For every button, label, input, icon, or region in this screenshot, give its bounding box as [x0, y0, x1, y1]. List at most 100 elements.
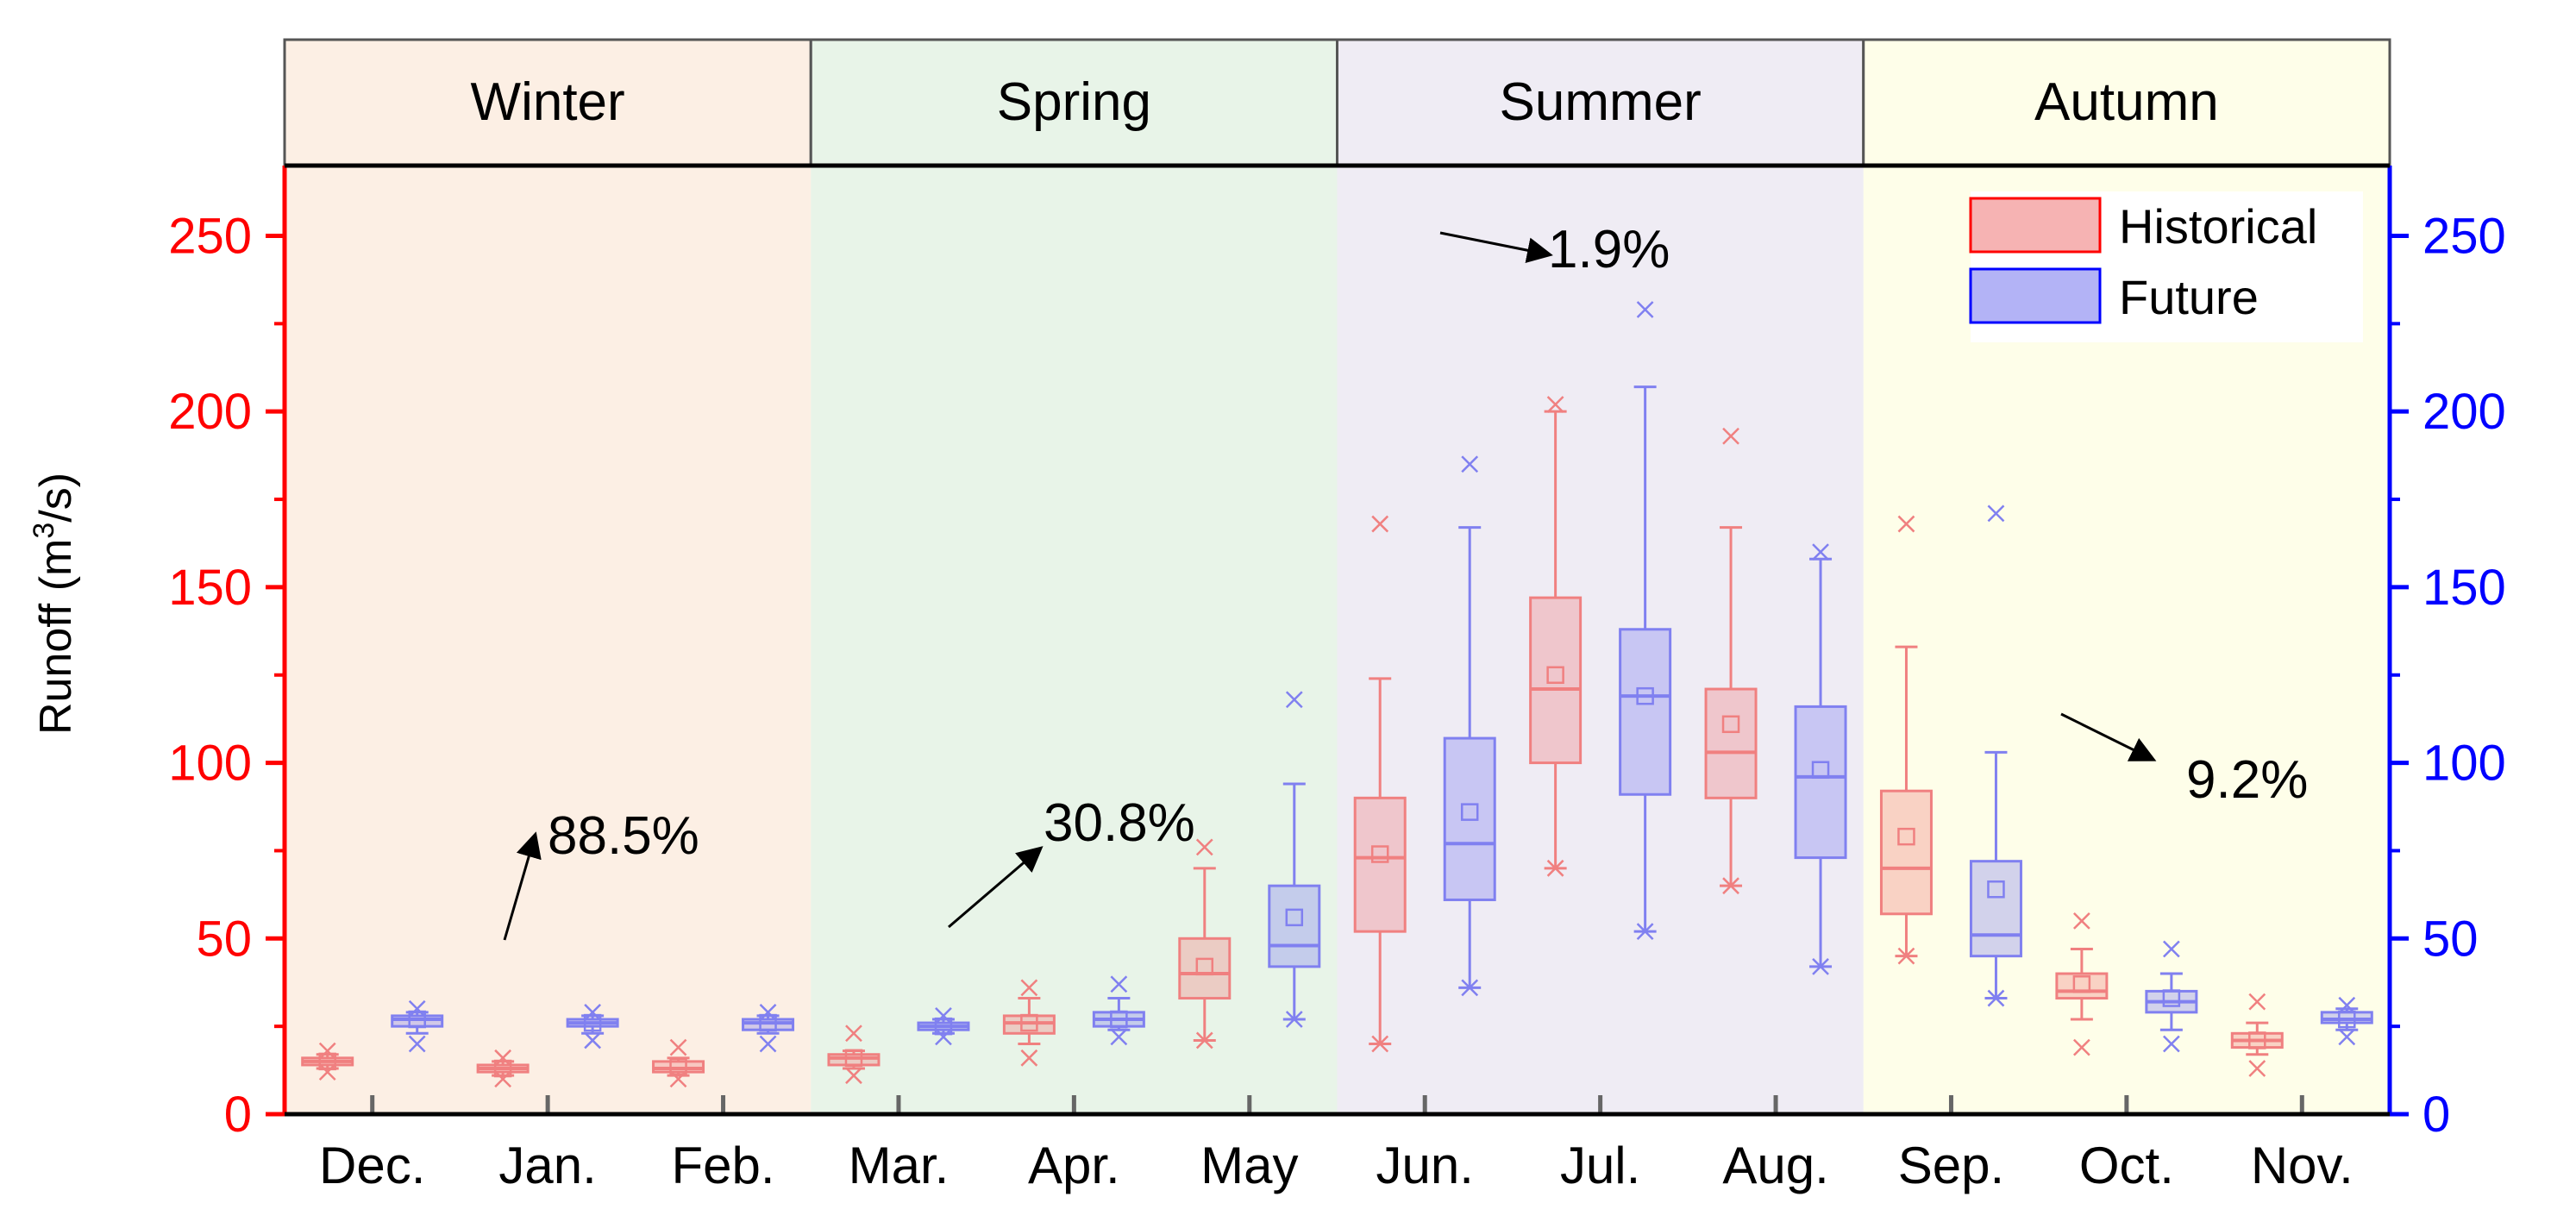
- outlier-marker: [1020, 979, 1038, 997]
- x-tick-label: Sep.: [1898, 1137, 2004, 1194]
- outlier-marker: [935, 1007, 952, 1024]
- y-tick-label-right: 0: [2422, 1087, 2450, 1143]
- mean-marker: [2248, 1031, 2266, 1049]
- outlier-marker: [935, 1028, 952, 1046]
- future-box-mar: [917, 1007, 970, 1046]
- mean-marker: [1020, 1013, 1038, 1032]
- box-plots: [301, 301, 2373, 1088]
- x-tick-label: Oct.: [2079, 1137, 2174, 1194]
- future-box-sep: [1969, 504, 2022, 1007]
- box-body: [1353, 796, 1407, 933]
- outlier-marker: [1987, 504, 2005, 523]
- box-body: [742, 1018, 795, 1031]
- outlier-marker: [1461, 455, 1479, 473]
- y-tick-label-left: 200: [168, 384, 252, 440]
- future-box-jun: [1443, 455, 1496, 997]
- season-label-winter: Winter: [471, 72, 625, 132]
- legend-label-historical: Historical: [2119, 199, 2317, 254]
- trend-arrow-autumn: [2060, 712, 2157, 761]
- future-box-feb: [742, 1003, 795, 1053]
- season-bg-summer: [1337, 166, 1864, 1114]
- outlier-marker: [1812, 543, 1829, 561]
- historical-box-mar: [827, 1024, 881, 1085]
- season-bg-spring: [811, 166, 1338, 1114]
- outlier-marker: [1020, 1049, 1038, 1067]
- box-body: [1529, 596, 1583, 765]
- outlier-marker: [1897, 515, 1915, 533]
- outlier-marker: [1636, 923, 1654, 941]
- historical-box-jul: [1529, 396, 1583, 877]
- x-tick-label: Nov.: [2251, 1137, 2353, 1194]
- trend-label-winter: 88.5%: [548, 806, 699, 866]
- trend-arrow-spring: [948, 846, 1044, 929]
- outlier-marker: [1812, 958, 1829, 975]
- mean-marker: [844, 1049, 863, 1068]
- outlier-marker: [318, 1042, 336, 1060]
- outlier-marker: [2072, 1038, 2090, 1056]
- historical-box-dec: [301, 1042, 354, 1081]
- future-box-nov: [2320, 996, 2373, 1046]
- historical-box-feb: [652, 1038, 705, 1088]
- outlier-marker: [845, 1067, 862, 1085]
- x-tick-label: Aug.: [1722, 1137, 1828, 1194]
- mean-marker: [669, 1057, 687, 1076]
- x-tick-label: Jan.: [498, 1137, 596, 1194]
- historical-box-nov: [2230, 993, 2284, 1077]
- y-tick-label-right: 150: [2422, 560, 2506, 616]
- mean-marker: [1987, 880, 2005, 899]
- outlier-marker: [584, 1031, 602, 1049]
- outlier-marker: [669, 1038, 687, 1056]
- y-axis-label: Runoff (m3/s): [28, 473, 81, 735]
- x-tick-label: Dec.: [319, 1137, 425, 1194]
- outlier-marker: [408, 999, 426, 1018]
- season-label-summer: Summer: [1499, 72, 1701, 132]
- box-body: [652, 1060, 705, 1074]
- mean-marker: [1546, 666, 1564, 684]
- chart-legend: Historical Future: [1969, 191, 2363, 342]
- trend-label-summer: 1.9%: [1548, 220, 1670, 279]
- outlier-marker: [2338, 996, 2356, 1014]
- season-header-summer: [1336, 38, 1865, 167]
- future-box-aug: [1794, 543, 1847, 975]
- future-box-may: [1268, 691, 1321, 1028]
- trend-arrow-winter: [503, 831, 542, 941]
- y-tick-label-left: 150: [168, 560, 252, 616]
- outlier-marker: [584, 1003, 602, 1021]
- mean-marker: [2072, 975, 2091, 993]
- mean-marker: [1370, 845, 1389, 863]
- box-body: [1704, 687, 1758, 799]
- mean-marker: [759, 1013, 777, 1032]
- historical-box-jan: [476, 1049, 530, 1088]
- outlier-marker: [1371, 1035, 1389, 1053]
- mean-marker: [408, 1010, 426, 1029]
- x-tick-label: Mar.: [849, 1137, 950, 1194]
- x-tick-label: May: [1200, 1137, 1298, 1194]
- legend-label-future: Future: [2119, 270, 2259, 324]
- outlier-marker: [1195, 1031, 1213, 1049]
- historical-box-sep: [1879, 515, 1933, 965]
- y-tick-label-right: 250: [2422, 208, 2506, 264]
- outlier-marker: [759, 1003, 777, 1021]
- future-box-jul: [1619, 301, 1672, 941]
- future-box-oct: [2145, 940, 2198, 1053]
- outlier-marker: [669, 1070, 687, 1088]
- box-body: [1969, 860, 2022, 958]
- outlier-marker: [408, 1035, 426, 1053]
- box-body: [1178, 937, 1232, 1000]
- outlier-marker: [1987, 989, 2005, 1007]
- mean-marker: [318, 1052, 336, 1071]
- outlier-marker: [759, 1035, 777, 1053]
- outlier-marker: [2162, 1035, 2180, 1053]
- outlier-marker: [318, 1063, 336, 1081]
- outlier-marker: [1546, 396, 1564, 413]
- mean-marker: [583, 1013, 602, 1032]
- x-tick-label: Feb.: [672, 1137, 775, 1194]
- x-tick-label: Jul.: [1560, 1137, 1640, 1194]
- season-header-spring: [809, 38, 1338, 167]
- historical-box-aug: [1704, 427, 1758, 895]
- season-bg-winter: [285, 166, 812, 1114]
- outlier-marker: [1110, 1028, 1128, 1046]
- mean-marker: [1110, 1010, 1128, 1029]
- outlier-marker: [1110, 975, 1128, 993]
